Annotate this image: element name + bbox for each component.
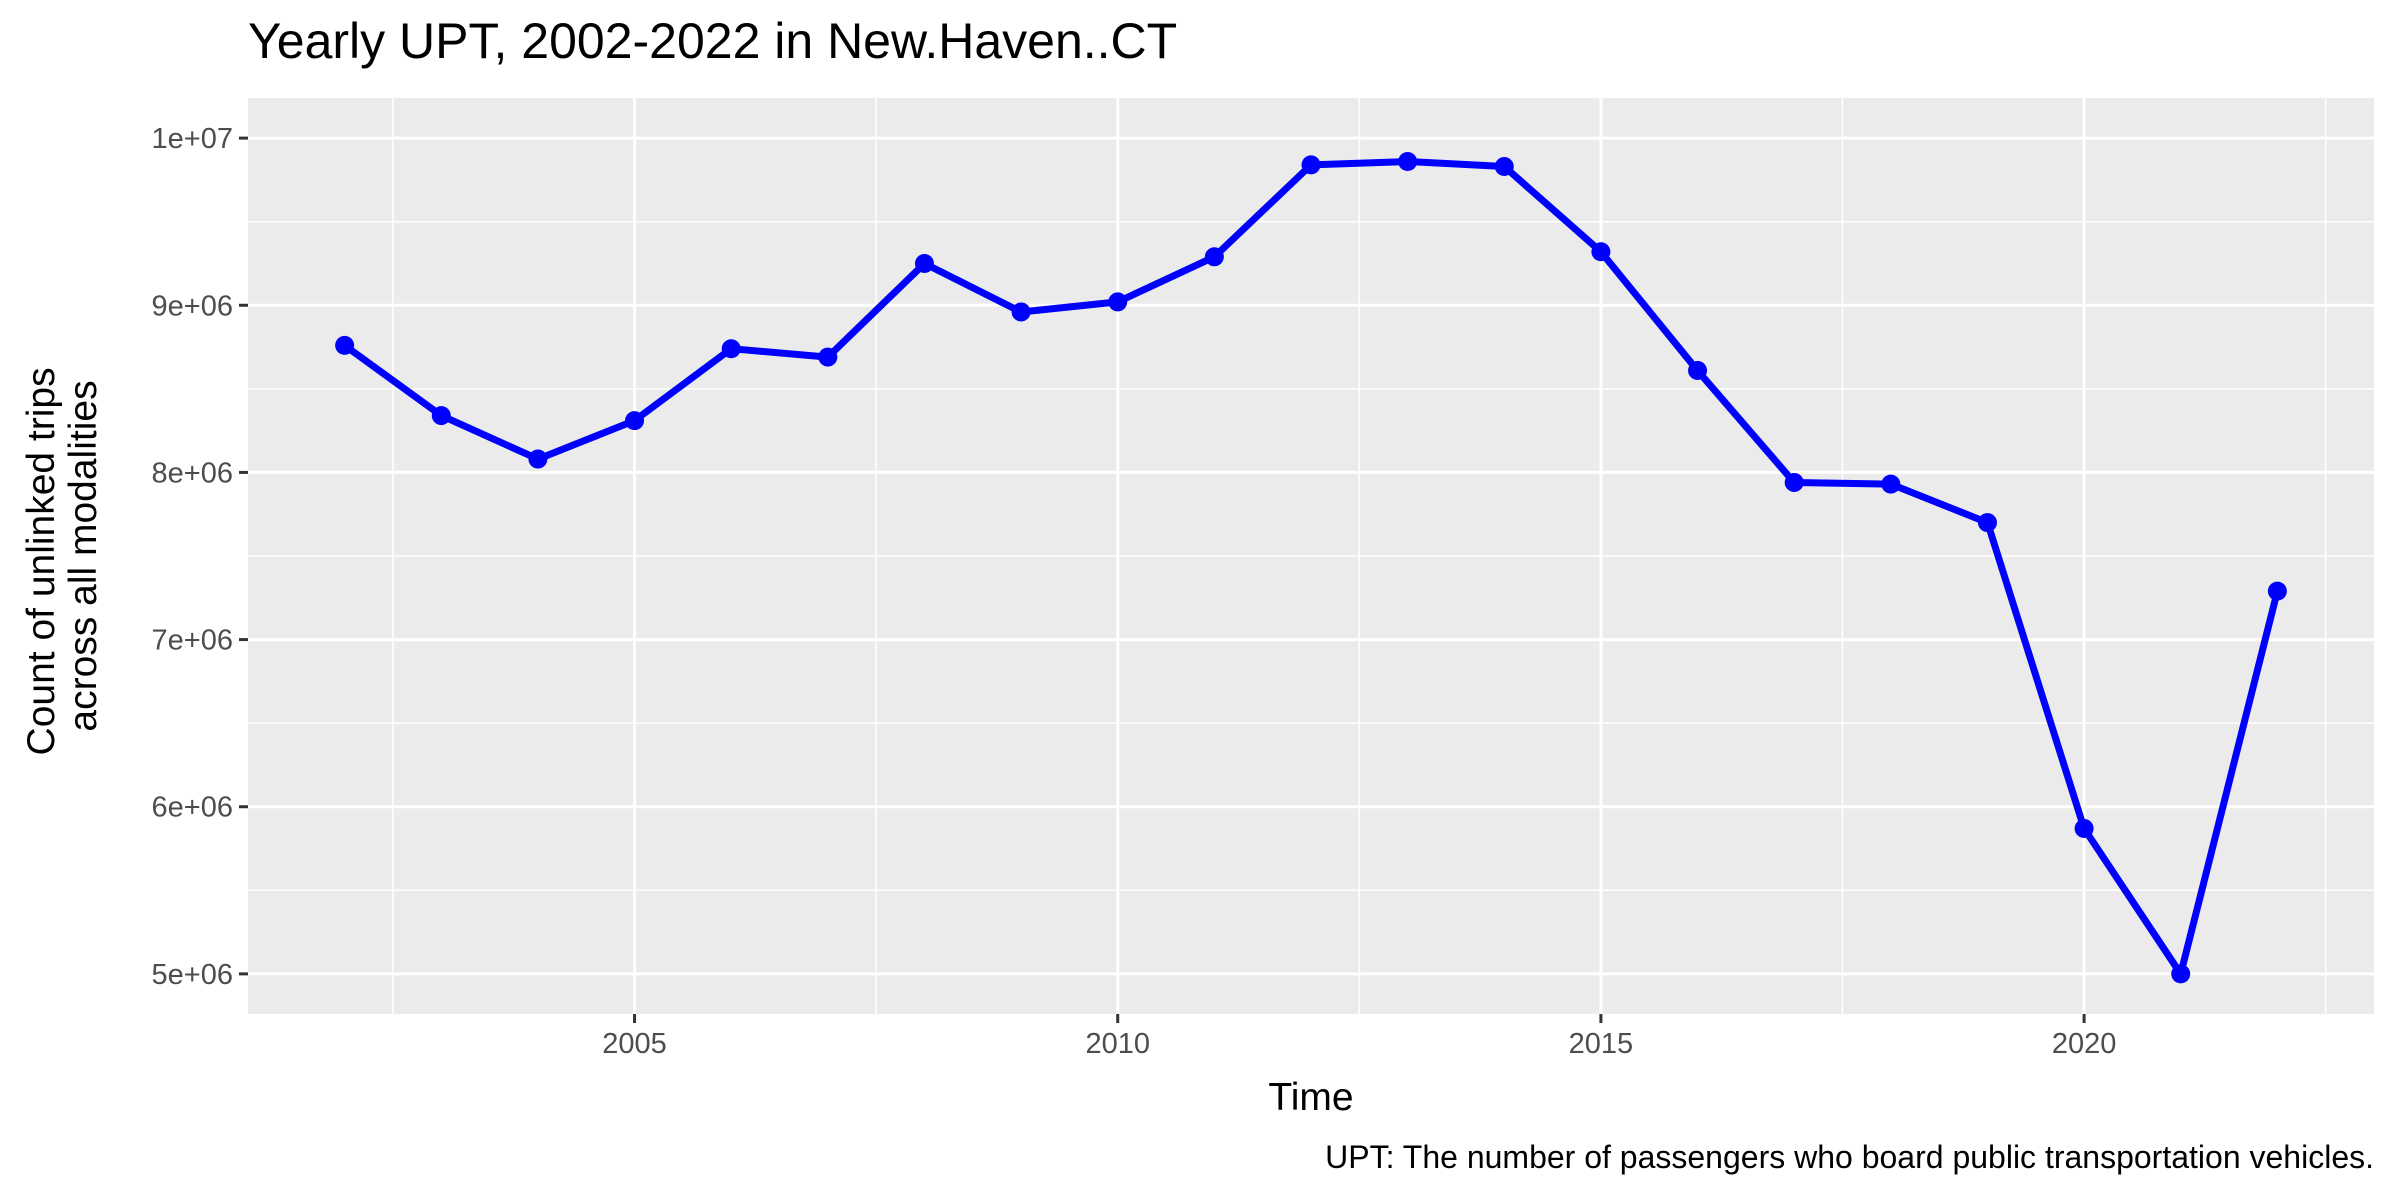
data-point [528, 449, 548, 469]
y-axis: 5e+06 6e+06 7e+06 8e+06 9e+06 1e+07 [152, 123, 248, 991]
x-axis-title: Time [1268, 1076, 1353, 1119]
data-point [818, 347, 838, 367]
chart-title: Yearly UPT, 2002-2022 in New.Haven..CT [248, 13, 1177, 69]
data-point [1108, 292, 1128, 312]
data-point [1591, 242, 1611, 262]
x-tick-label: 2010 [1085, 1028, 1150, 1060]
y-axis-title: Count of unlinked trips across all modal… [20, 357, 105, 756]
data-point [721, 339, 741, 359]
data-points [335, 152, 2287, 984]
x-tick-label: 2020 [2052, 1028, 2117, 1060]
y-tick-label: 1e+07 [152, 123, 233, 155]
data-point [335, 335, 355, 355]
x-tick-label: 2005 [602, 1028, 667, 1060]
x-axis: 2005 2010 2015 2020 [602, 1014, 2116, 1060]
data-point [914, 253, 934, 273]
data-point [431, 406, 451, 426]
data-point [1881, 474, 1901, 494]
data-point [1301, 155, 1321, 175]
data-point [1398, 152, 1418, 172]
y-tick-label: 7e+06 [152, 625, 233, 657]
chart-caption: UPT: The number of passengers who board … [1325, 1139, 2374, 1175]
data-point [2171, 964, 2191, 984]
y-axis-title-line-1: Count of unlinked trips [20, 367, 63, 755]
data-point [1204, 247, 1224, 267]
grid-lines [248, 98, 2374, 1014]
data-point [2074, 818, 2094, 838]
y-axis-title-line-2: across all modalities [62, 380, 105, 731]
y-tick-label: 6e+06 [152, 792, 233, 824]
y-tick-label: 5e+06 [152, 959, 233, 991]
y-tick-label: 8e+06 [152, 457, 233, 489]
data-point [1494, 157, 1514, 177]
data-point [1977, 513, 1997, 533]
x-tick-label: 2015 [1569, 1028, 1634, 1060]
data-point [1011, 302, 1031, 322]
data-point [625, 411, 645, 431]
data-point [1784, 472, 1804, 492]
y-tick-label: 9e+06 [152, 290, 233, 322]
data-point [1688, 360, 1708, 380]
data-point [2267, 581, 2287, 601]
